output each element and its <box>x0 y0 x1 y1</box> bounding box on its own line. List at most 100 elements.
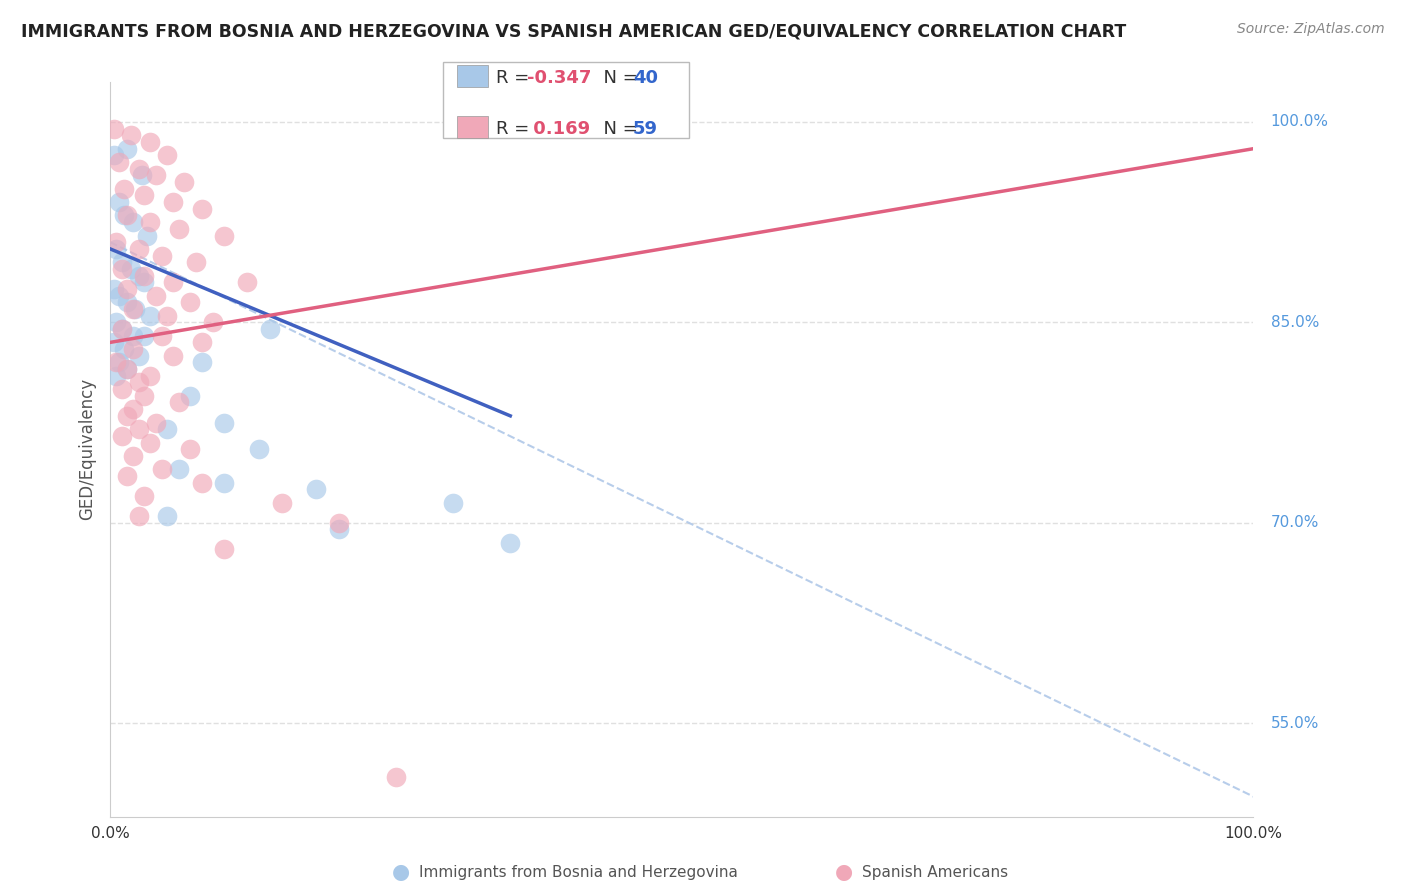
Point <box>135 228 157 243</box>
Text: IMMIGRANTS FROM BOSNIA AND HERZEGOVINA VS SPANISH AMERICAN GED/EQUIVALENCY CORRE: IMMIGRANTS FROM BOSNIA AND HERZEGOVINA V… <box>21 22 1126 40</box>
Text: R =: R = <box>496 70 536 87</box>
Point <box>117 362 139 376</box>
Point <box>134 275 156 289</box>
Point <box>259 322 281 336</box>
Point <box>156 148 179 162</box>
Point <box>167 222 190 236</box>
Point <box>214 228 236 243</box>
Text: 59: 59 <box>633 120 658 138</box>
Text: -0.347: -0.347 <box>527 70 592 87</box>
Point <box>173 175 195 189</box>
Point <box>179 295 201 310</box>
Point <box>112 342 135 356</box>
Point <box>139 368 162 383</box>
Text: 55.0%: 55.0% <box>1271 715 1319 731</box>
Text: 40: 40 <box>633 70 658 87</box>
Text: 85.0%: 85.0% <box>1271 315 1319 330</box>
Point <box>108 195 131 210</box>
Point <box>110 382 132 396</box>
Text: 100.0%: 100.0% <box>1271 114 1329 129</box>
Point <box>190 202 212 216</box>
Point <box>128 509 150 524</box>
Point <box>156 422 179 436</box>
Point <box>108 288 131 302</box>
Point <box>122 301 145 316</box>
Point <box>134 389 156 403</box>
Point <box>117 362 139 376</box>
Point <box>385 770 408 784</box>
Point <box>134 489 156 503</box>
Text: Source: ZipAtlas.com: Source: ZipAtlas.com <box>1237 22 1385 37</box>
Point <box>110 429 132 443</box>
Point <box>139 309 162 323</box>
Point <box>110 322 132 336</box>
Point <box>236 275 259 289</box>
Point <box>190 335 212 350</box>
Point <box>156 509 179 524</box>
Text: Spanish Americans: Spanish Americans <box>862 865 1008 880</box>
Point <box>128 422 150 436</box>
Point <box>247 442 270 457</box>
Point <box>108 155 131 169</box>
Text: N =: N = <box>592 120 644 138</box>
Point <box>131 169 153 183</box>
Text: Immigrants from Bosnia and Herzegovina: Immigrants from Bosnia and Herzegovina <box>419 865 738 880</box>
Point <box>214 416 236 430</box>
Point <box>214 542 236 557</box>
Text: ●: ● <box>835 863 852 882</box>
Point <box>162 195 184 210</box>
Point <box>305 483 328 497</box>
Point <box>139 435 162 450</box>
Point <box>134 268 156 283</box>
Point <box>117 209 139 223</box>
Point <box>117 469 139 483</box>
Point <box>103 335 125 350</box>
Point <box>110 255 132 269</box>
Point <box>156 309 179 323</box>
Point <box>124 301 146 316</box>
Point <box>104 315 127 329</box>
Point <box>122 449 145 463</box>
Point <box>328 516 350 530</box>
Point <box>122 215 145 229</box>
Point <box>145 288 167 302</box>
Point <box>104 235 127 250</box>
Point <box>167 462 190 476</box>
Point <box>328 522 350 536</box>
Point <box>139 135 162 149</box>
Point <box>128 349 150 363</box>
Point <box>145 416 167 430</box>
Point <box>139 215 162 229</box>
Point <box>104 242 127 256</box>
Point <box>179 389 201 403</box>
Point <box>103 282 125 296</box>
Text: ●: ● <box>392 863 409 882</box>
Point <box>108 355 131 369</box>
Point <box>112 182 135 196</box>
Point <box>145 169 167 183</box>
Point <box>167 395 190 409</box>
Point <box>117 295 139 310</box>
Point <box>122 342 145 356</box>
Point <box>150 328 173 343</box>
Point <box>117 282 139 296</box>
Point <box>104 368 127 383</box>
Point <box>162 275 184 289</box>
Point <box>499 535 522 549</box>
Point <box>150 248 173 262</box>
Text: 70.0%: 70.0% <box>1271 516 1319 530</box>
Point <box>128 268 150 283</box>
Y-axis label: GED/Equivalency: GED/Equivalency <box>79 378 96 520</box>
Point <box>103 121 125 136</box>
Text: 0.169: 0.169 <box>527 120 591 138</box>
Point <box>128 376 150 390</box>
Point <box>103 148 125 162</box>
Point <box>190 475 212 490</box>
Point <box>162 349 184 363</box>
Point <box>214 475 236 490</box>
Point <box>202 315 225 329</box>
Point <box>179 442 201 457</box>
Text: N =: N = <box>592 70 644 87</box>
Point <box>110 261 132 276</box>
Point <box>184 255 207 269</box>
